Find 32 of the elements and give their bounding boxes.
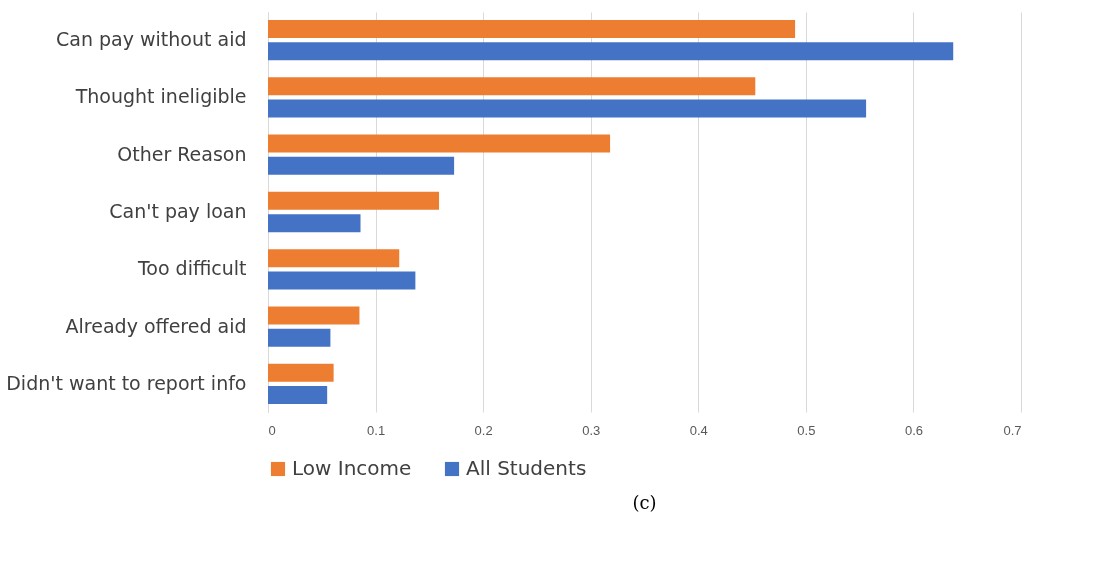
bar [268, 134, 611, 153]
text: (c) [632, 492, 657, 513]
y-tick-label: Didn't want to report info [6, 371, 247, 394]
bar [268, 191, 440, 210]
bar [268, 271, 416, 290]
legend-label: Low Income [292, 456, 412, 480]
x-tick-label: 0.4 [689, 422, 708, 438]
bar [268, 386, 328, 405]
bar [268, 214, 361, 233]
bar [268, 99, 867, 118]
y-tick-label: Too difficult [136, 257, 247, 280]
x-tick-label: 0.3 [582, 422, 601, 438]
x-tick-label: 0.6 [904, 422, 923, 438]
bar [268, 249, 400, 268]
bar [268, 156, 455, 175]
legend-label: All Students [466, 456, 587, 480]
bar [268, 306, 360, 325]
y-tick-label: Can't pay loan [109, 200, 247, 222]
x-tick-label: 0.5 [797, 422, 816, 438]
x-tick-label: 0.1 [367, 422, 386, 438]
y-tick-label: Can pay without aid [56, 28, 247, 51]
bar [268, 363, 334, 382]
y-tick-label: Other Reason [117, 142, 247, 165]
y-tick-label: Already offered aid [65, 314, 247, 337]
bar [268, 328, 331, 347]
bar [268, 19, 796, 38]
y-tick-label: Thought ineligible [74, 85, 247, 108]
bar [268, 42, 954, 61]
x-tick-label: 0 [268, 422, 276, 438]
bar [268, 77, 756, 96]
x-tick-label: 0.2 [474, 422, 493, 438]
x-tick-label: 0.7 [1003, 422, 1022, 438]
